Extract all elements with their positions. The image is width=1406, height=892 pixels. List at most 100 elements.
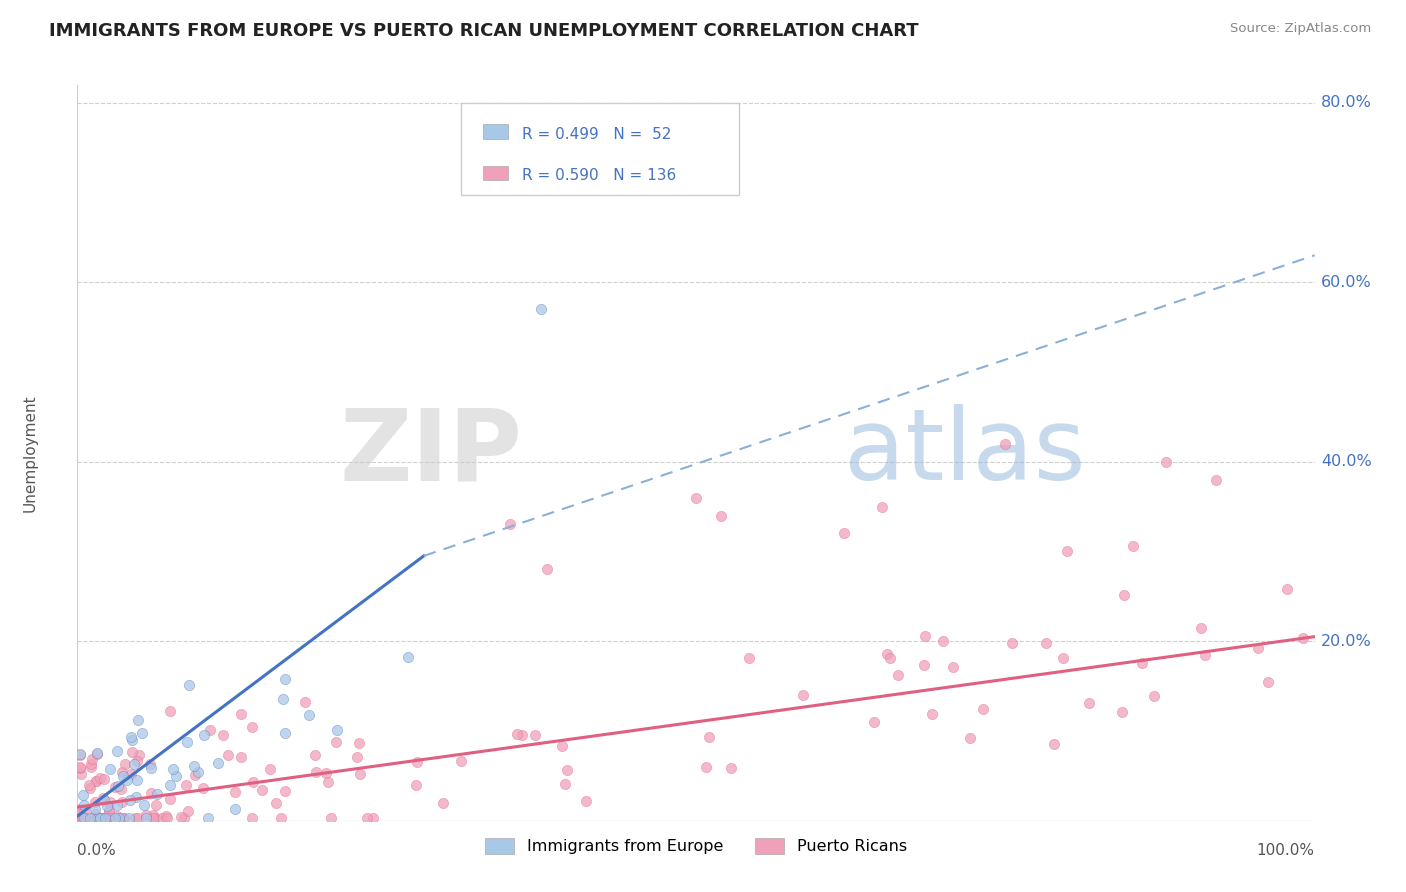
Point (229, 750, 252, 764)
Point (69, 747, 91, 761)
Point (212, 728, 235, 742)
Point (86, 746, 108, 760)
Point (173, 811, 195, 825)
Point (530, 302, 553, 317)
Point (1291, 631, 1313, 645)
Point (162, 762, 184, 776)
Point (914, 629, 936, 643)
Point (110, 781, 132, 796)
Point (122, 757, 145, 772)
Text: Source: ZipAtlas.com: Source: ZipAtlas.com (1230, 22, 1371, 36)
Text: 80.0%: 80.0% (1320, 95, 1372, 111)
Point (396, 649, 419, 664)
Point (274, 725, 297, 739)
Text: 0.0%: 0.0% (77, 843, 117, 858)
Point (155, 809, 177, 823)
Point (1247, 641, 1270, 656)
Point (135, 808, 157, 822)
Point (1205, 473, 1227, 487)
Point (91, 790, 114, 805)
Point (259, 762, 281, 776)
Point (72, 811, 94, 825)
Point (1056, 544, 1078, 558)
Point (124, 811, 146, 825)
Point (834, 526, 856, 541)
Point (79, 811, 101, 825)
Point (159, 704, 181, 718)
Point (349, 767, 371, 781)
Point (159, 778, 181, 792)
Point (98, 811, 121, 825)
Text: IMMIGRANTS FROM EUROPE VS PUERTO RICAN UNEMPLOYMENT CORRELATION CHART: IMMIGRANTS FROM EUROPE VS PUERTO RICAN U… (49, 22, 920, 40)
Point (98, 803, 121, 817)
Point (506, 727, 529, 741)
Point (97, 805, 120, 819)
Point (139, 761, 162, 775)
Point (346, 750, 368, 764)
Point (142, 807, 165, 822)
Point (177, 804, 200, 818)
Point (79, 780, 101, 795)
Point (70, 811, 93, 825)
Point (69, 760, 91, 774)
Point (69, 802, 91, 816)
Legend: Immigrants from Europe, Puerto Ricans: Immigrants from Europe, Puerto Ricans (479, 831, 912, 861)
FancyBboxPatch shape (484, 166, 508, 180)
Point (91, 811, 114, 825)
Text: R = 0.590   N = 136: R = 0.590 N = 136 (522, 168, 676, 183)
Point (69, 806, 91, 821)
Point (70, 811, 93, 825)
Point (170, 809, 193, 823)
Point (319, 811, 342, 825)
Point (143, 811, 166, 825)
Point (994, 436, 1017, 450)
Point (273, 783, 295, 797)
FancyBboxPatch shape (461, 103, 740, 195)
Point (270, 811, 292, 825)
Point (1257, 674, 1279, 689)
Point (127, 811, 149, 825)
Point (127, 772, 149, 787)
Point (356, 811, 378, 825)
Point (111, 795, 134, 809)
Point (250, 782, 273, 797)
Point (685, 491, 707, 505)
Point (536, 562, 558, 576)
Point (139, 786, 162, 800)
Point (1001, 635, 1024, 649)
Point (111, 765, 134, 780)
Point (112, 768, 135, 782)
Point (83, 802, 105, 816)
Point (197, 811, 219, 825)
Point (139, 757, 162, 772)
Point (217, 747, 239, 762)
Point (554, 777, 576, 791)
Point (242, 775, 264, 789)
Point (325, 735, 347, 749)
Point (142, 811, 165, 825)
Point (176, 735, 198, 749)
Point (80, 757, 103, 772)
Point (125, 754, 148, 768)
Text: R = 0.499   N =  52: R = 0.499 N = 52 (522, 127, 671, 142)
Point (117, 772, 139, 787)
Point (1077, 696, 1099, 710)
Point (98, 808, 121, 822)
Point (146, 787, 169, 801)
Point (1194, 648, 1216, 662)
Point (450, 755, 472, 769)
Point (1052, 651, 1074, 665)
Point (1111, 705, 1133, 719)
Text: 40.0%: 40.0% (1320, 454, 1371, 469)
Point (298, 707, 321, 722)
Point (870, 500, 893, 514)
Text: 100.0%: 100.0% (1257, 843, 1315, 858)
Point (551, 739, 574, 753)
Point (510, 729, 533, 743)
Point (523, 728, 546, 742)
Point (912, 657, 935, 672)
Point (104, 780, 127, 794)
Point (121, 732, 143, 747)
Point (128, 747, 150, 762)
Point (186, 764, 208, 779)
